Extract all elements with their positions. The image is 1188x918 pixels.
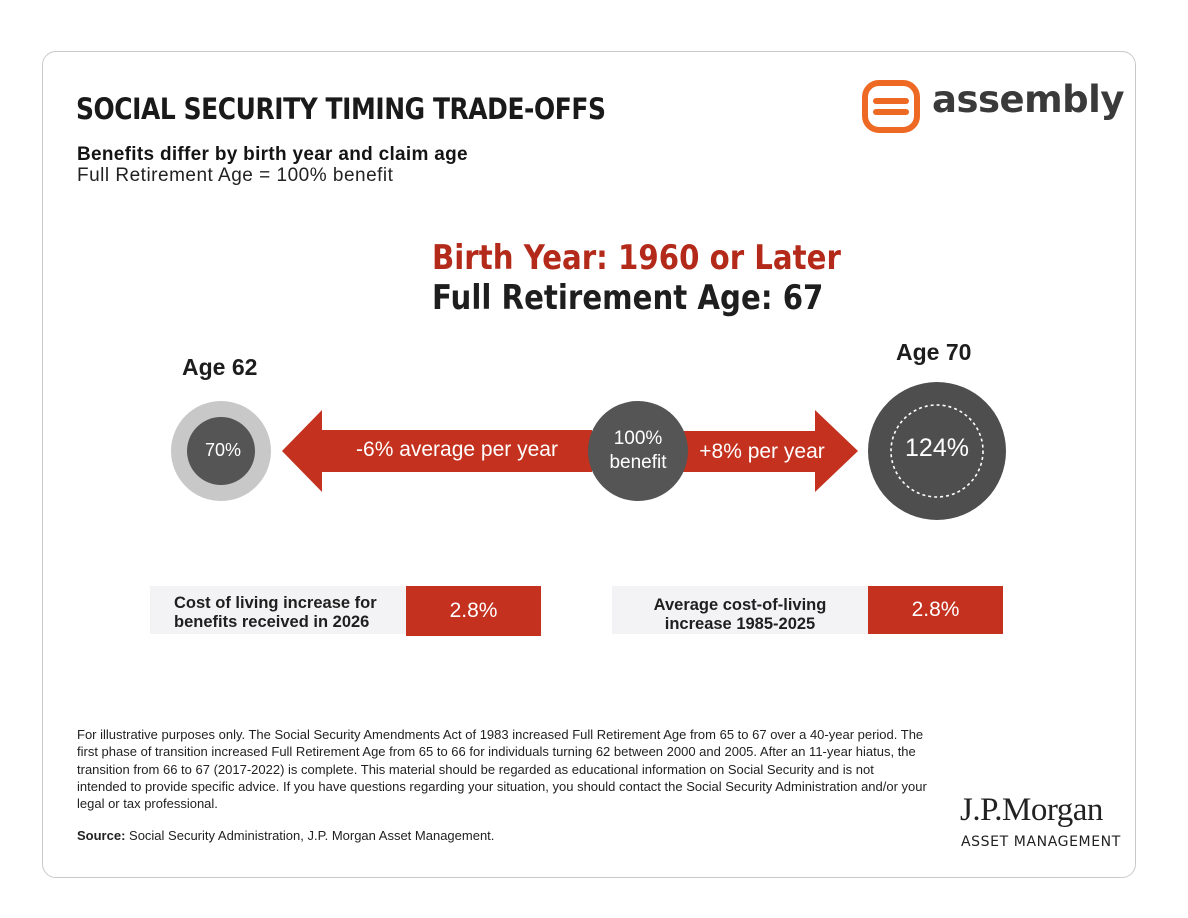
jpmorgan-logo: J.P.Morgan <box>960 792 1103 828</box>
cola-average-box: Average cost-of-living increase 1985-202… <box>612 586 868 634</box>
full-benefit-circle <box>588 401 688 501</box>
disclaimer: For illustrative purposes only. The Soci… <box>77 727 927 812</box>
right-arrow-label: +8% per year <box>699 440 825 463</box>
source-text: Social Security Administration, J.P. Mor… <box>125 828 495 843</box>
age-62-percent: 70% <box>204 440 242 460</box>
left-arrow-label: -6% average per year <box>356 438 558 461</box>
cola-2026-line2: benefits received in 2026 <box>174 613 370 631</box>
age-62-label: Age 62 <box>182 354 258 380</box>
assembly-logo-icon <box>862 80 920 133</box>
cola-2026-box: Cost of living increase for benefits rec… <box>150 586 406 634</box>
age-70-label: Age 70 <box>896 339 972 365</box>
assembly-logo: assembly <box>862 78 1124 134</box>
cola-average-value: 2.8% <box>868 586 1003 634</box>
age-70-percent: 124% <box>905 434 969 462</box>
cola-average-line2: increase 1985-2025 <box>664 615 816 633</box>
logo-text: assembly <box>932 78 1124 121</box>
cola-2026-value: 2.8% <box>406 586 541 636</box>
fra-heading: Full Retirement Age: 67 <box>432 278 824 318</box>
cola-average-line1: Average cost-of-living <box>653 596 827 614</box>
left-arrow <box>282 410 592 492</box>
subtitle: Benefits differ by birth year and claim … <box>77 144 468 165</box>
age-70-dashed-ring <box>890 404 984 498</box>
right-arrow <box>682 410 858 492</box>
full-benefit-word: benefit <box>609 452 667 473</box>
source-label: Source: <box>77 828 126 843</box>
birth-year-heading: Birth Year: 1960 or Later <box>432 238 841 278</box>
subnote: Full Retirement Age = 100% benefit <box>77 165 394 186</box>
age-70-circle <box>868 382 1006 520</box>
age-62-circle-inner <box>187 417 255 485</box>
cola-2026-line1: Cost of living increase for <box>174 594 377 612</box>
page-title: SOCIAL SECURITY TIMING TRADE-OFFS <box>76 92 606 126</box>
jpmorgan-subtitle: ASSET MANAGEMENT <box>961 834 1121 850</box>
full-benefit-percent: 100% <box>613 428 663 449</box>
source-note: Source: Social Security Administration, … <box>77 828 494 843</box>
